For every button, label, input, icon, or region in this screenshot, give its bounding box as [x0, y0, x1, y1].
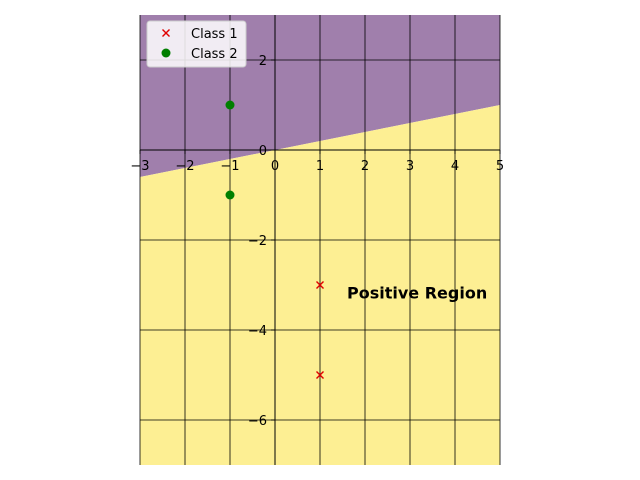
- class2-point: [225, 190, 235, 200]
- legend-marker-class1: [162, 29, 170, 37]
- grid-lines: [139, 15, 501, 465]
- x-tick-label: 0: [271, 159, 279, 174]
- annotation-text: Positive Region: [347, 284, 487, 303]
- x-tick-label: 3: [406, 159, 414, 174]
- class1-point-stroke: [316, 371, 324, 379]
- legend: Class 1 Class 2: [146, 20, 247, 68]
- x-tick-label: 4: [451, 159, 459, 174]
- x-tick-label: 5: [496, 159, 504, 174]
- class1-point-stroke: [316, 281, 324, 289]
- data-points: [225, 100, 324, 379]
- x-tick-label: 2: [361, 159, 369, 174]
- x-tick-label: −2: [175, 159, 194, 174]
- tick-labels: −3 −2 −1 0 1 2 3 4 5 −6 −4 −2 0 2: [130, 54, 504, 429]
- x-tick-label: −1: [220, 159, 239, 174]
- y-tick-label: −2: [248, 234, 267, 249]
- class2-point: [225, 100, 235, 110]
- legend-marker-class2: [161, 48, 171, 58]
- annotations: Positive Region: [347, 284, 487, 303]
- y-tick-label: 0: [259, 144, 267, 159]
- y-tick-label: −6: [248, 414, 267, 429]
- x-tick-label: −3: [130, 159, 149, 174]
- class1-point: [316, 371, 324, 379]
- legend-label: Class 1: [191, 27, 238, 42]
- legend-marker-stroke: [162, 29, 170, 37]
- y-tick-label: −4: [248, 324, 267, 339]
- legend-box: [146, 20, 247, 68]
- class1-point: [316, 281, 324, 289]
- y-tick-label: 2: [259, 54, 267, 69]
- x-tick-label: 1: [316, 159, 324, 174]
- legend-label: Class 2: [191, 47, 238, 62]
